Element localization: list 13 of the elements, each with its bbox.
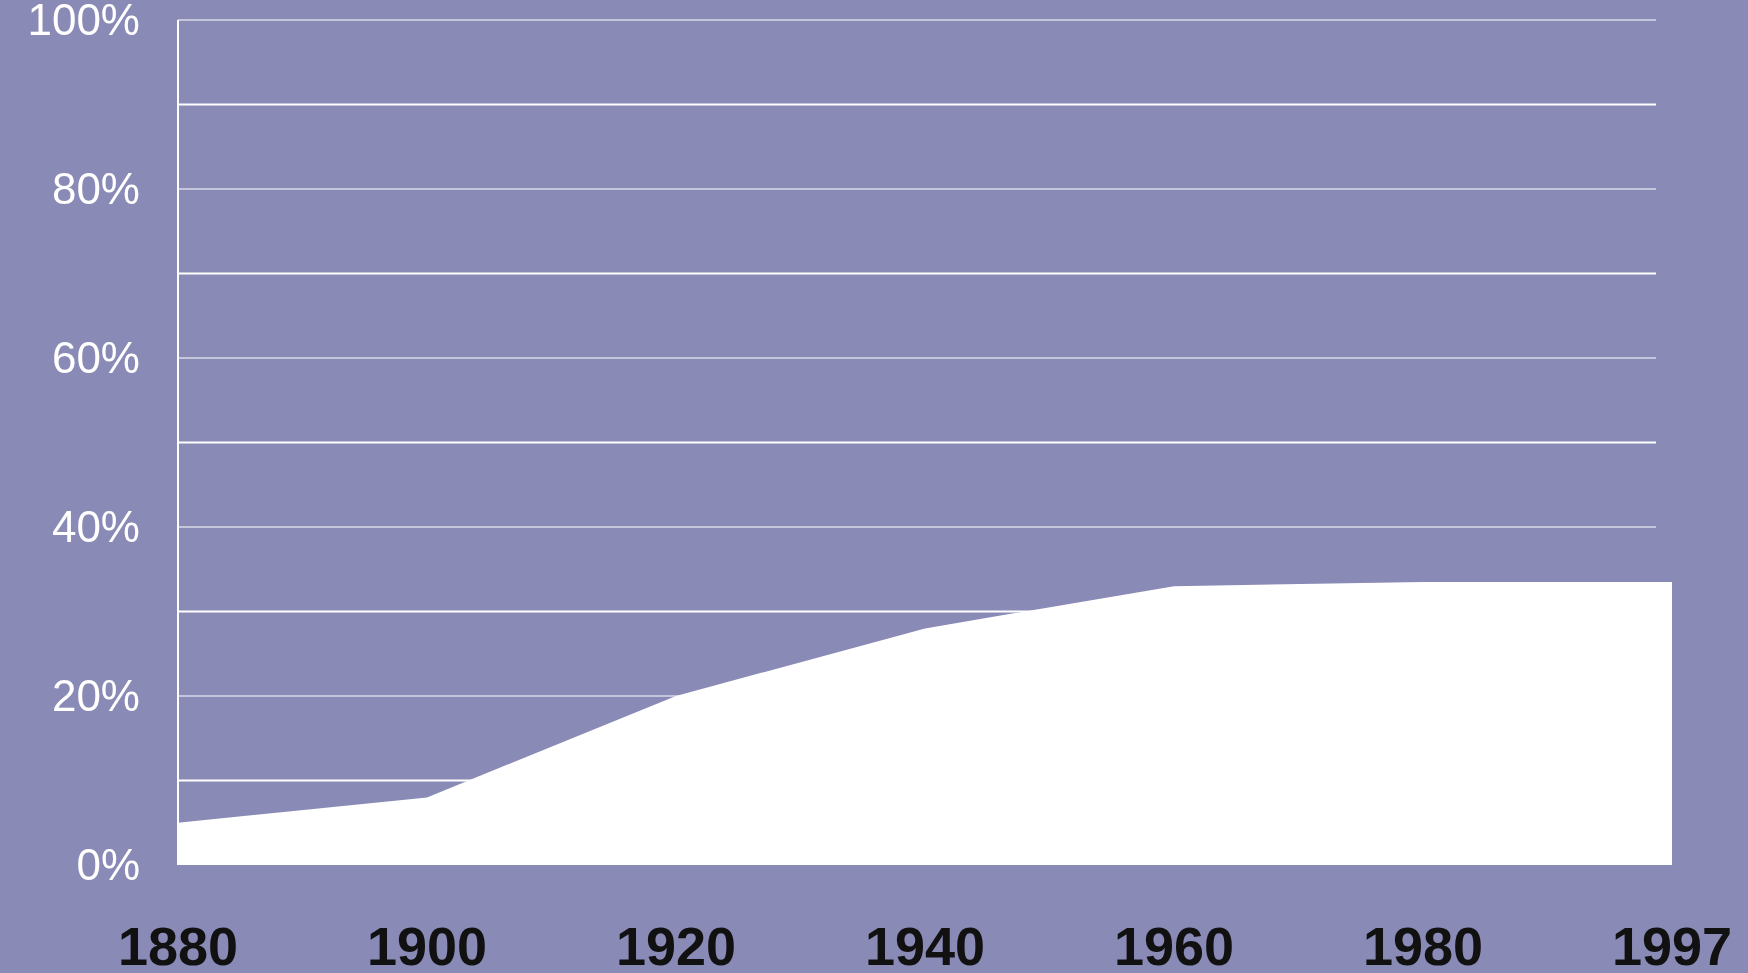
x-tick-label: 1960 [1113, 916, 1235, 973]
y-tick-label: 0% [76, 840, 140, 890]
x-tick-label: 1980 [1362, 916, 1484, 973]
x-tick-label: 1997 [1611, 916, 1733, 973]
y-tick-label: 60% [51, 333, 140, 383]
x-tick-label: 1900 [366, 916, 488, 973]
x-tick-label: 1920 [615, 916, 737, 973]
y-tick-label: 80% [51, 164, 140, 214]
y-tick-label: 40% [51, 502, 140, 552]
y-tick-label: 100% [27, 0, 140, 45]
y-tick-label: 20% [51, 671, 140, 721]
x-tick-label: 1940 [864, 916, 986, 973]
x-tick-label: 1880 [117, 916, 239, 973]
